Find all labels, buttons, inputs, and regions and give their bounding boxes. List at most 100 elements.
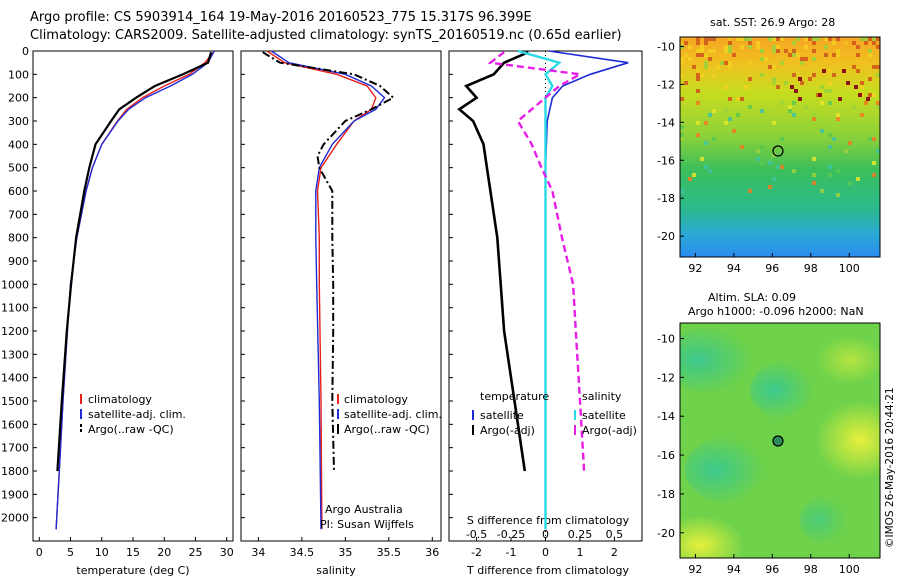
- sst-pixel: [800, 57, 804, 61]
- sst-pixel: [776, 65, 780, 69]
- difference-xtick-label: 2: [611, 546, 618, 559]
- sst-pixel: [688, 57, 692, 61]
- sst-pixel: [704, 65, 708, 69]
- sst-pixel: [876, 149, 880, 153]
- sst-pixel: [876, 105, 880, 109]
- sst-pixel: [748, 77, 752, 81]
- temperature-xtick-label: 20: [157, 546, 171, 559]
- sst-pixel: [748, 105, 752, 109]
- sst-pixel: [760, 109, 764, 113]
- sst-pixel: [868, 93, 872, 97]
- sst-pixel: [856, 45, 860, 49]
- salinity-xtick-label: 34: [251, 546, 265, 559]
- salinity-xtick-label: 34.5: [290, 546, 315, 559]
- temperature-ytick-label: 2000: [1, 512, 29, 525]
- sst-pixel: [772, 77, 776, 81]
- sst-pixel: [696, 133, 700, 137]
- sst-pixel: [876, 65, 880, 69]
- sst-pixel: [724, 125, 728, 129]
- map-xtick-label: 100: [839, 262, 860, 275]
- sst-pixel: [768, 157, 772, 161]
- sst-pixel: [832, 41, 836, 45]
- temperature-legend-label: Argo(..raw -QC): [88, 423, 174, 436]
- sst-pixel: [876, 101, 880, 105]
- sst-pixel: [876, 45, 880, 49]
- sst-pixel: [844, 149, 848, 153]
- timestamp-stamp: ©IMOS 26-May-2016 20:44:21: [884, 387, 896, 548]
- sst-pixel: [816, 117, 820, 121]
- temperature-chart: 0100200300400500600700800900100011001200…: [1, 45, 234, 577]
- sst-pixel: [852, 105, 856, 109]
- map-xtick-label: 92: [688, 262, 702, 275]
- sst-pixel: [712, 137, 716, 141]
- sst-pixel: [792, 169, 796, 173]
- sst-pixel: [872, 173, 876, 177]
- temperature-xtick-label: 15: [126, 546, 140, 559]
- sst-pixel: [808, 37, 812, 41]
- sst-pixel: [716, 65, 720, 69]
- sst-pixel: [872, 37, 876, 41]
- sst-pixel: [824, 53, 828, 57]
- sst-pixel: [820, 189, 824, 193]
- sst-pixel: [828, 133, 832, 137]
- sst-pixel: [708, 113, 712, 117]
- sst-pixel: [712, 73, 716, 77]
- sst-pixel: [864, 41, 868, 45]
- sst-pixel: [804, 37, 808, 41]
- sst-pixel: [768, 65, 772, 69]
- sst-pixel: [680, 57, 684, 61]
- sst-pixel: [732, 129, 736, 133]
- difference-legend-label: Argo(-adj): [582, 424, 637, 437]
- difference-chart: -2 -1 0 1 2 -0.5 -0.25 0 0.25 0.5S difference fro…: [449, 49, 637, 577]
- sst-pixel: [700, 49, 704, 53]
- sst-pixel: [768, 185, 772, 189]
- sst-pixel: [712, 37, 716, 41]
- sst-pixel: [692, 173, 696, 177]
- temperature-ytick-label: 900: [8, 255, 29, 268]
- sst-pixel: [680, 189, 684, 193]
- sst-pixel: [680, 73, 684, 77]
- sst-pixel: [812, 41, 816, 45]
- sst-pixel: [804, 57, 808, 61]
- sst-pixel: [680, 133, 684, 137]
- sst-pixel: [828, 173, 832, 177]
- salinity-plot-frame: [240, 50, 442, 542]
- figure-title-line2: Climatology: CARS2009. Satellite-adjuste…: [30, 28, 622, 43]
- sst-pixel: [704, 141, 708, 145]
- temperature-xlabel: temperature (deg C): [76, 564, 189, 577]
- sst-pixel: [760, 145, 764, 149]
- sst-pixel: [784, 81, 788, 85]
- temperature-ytick-label: 100: [8, 68, 29, 81]
- sst-argo-position-marker: [772, 145, 784, 157]
- sst-pixel: [724, 49, 728, 53]
- salinity-xlabel: salinity: [316, 564, 356, 577]
- map-xtick-label: 94: [727, 262, 741, 275]
- sst-pixel: [860, 85, 864, 89]
- temperature-ytick-label: 0: [22, 45, 29, 58]
- sst-pixel: [780, 165, 784, 169]
- difference-legend-sal-title: salinity: [582, 390, 622, 403]
- sst-pixel: [812, 157, 816, 161]
- sst-map-texture: [680, 37, 880, 197]
- sla-argo-position-marker: [772, 435, 784, 447]
- sst-pixel: [696, 121, 700, 125]
- sst-pixel: [680, 45, 684, 49]
- difference-stick-label: 0.5: [606, 528, 624, 541]
- sst-pixel: [828, 37, 832, 41]
- sst-pixel: [768, 37, 772, 41]
- sst-pixel: [800, 81, 804, 85]
- sst-pixel: [772, 177, 776, 181]
- sst-pixel: [712, 49, 716, 53]
- difference-legend-label: Argo(-adj): [480, 424, 535, 437]
- sst-pixel: [796, 37, 800, 41]
- sst-pixel: [876, 37, 880, 41]
- sst-pixel: [776, 45, 780, 49]
- sst-pixel: [696, 69, 700, 73]
- sst-pixel: [818, 93, 822, 97]
- sst-pixel: [824, 89, 828, 93]
- sst-pixel: [796, 53, 800, 57]
- sst-pixel: [708, 57, 712, 61]
- map-xtick-label: 92: [688, 563, 702, 576]
- map-xtick-label: 98: [804, 262, 818, 275]
- sst-pixel: [768, 161, 772, 165]
